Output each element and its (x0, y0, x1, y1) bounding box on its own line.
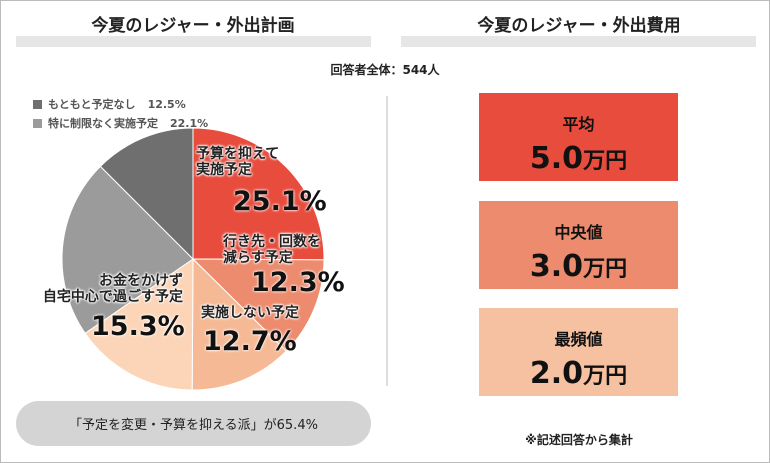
pie-slice (191, 258, 325, 352)
chart-title: 今夏のレジャー・外出計画 (91, 16, 295, 36)
cost-unit: 万円 (583, 149, 628, 174)
legend-value: 12.5% (147, 97, 186, 111)
cost-unit: 万円 (583, 364, 628, 389)
pie-slice (84, 258, 194, 391)
cost-box: 中央値 3.0万円 (479, 200, 678, 289)
cost-value: 2.0万円 (479, 356, 678, 391)
legend-swatch (33, 118, 42, 128)
subtitle: 回答者全体：544人 (330, 63, 440, 77)
cost-value: 3.0万円 (479, 249, 678, 284)
divider (386, 96, 388, 386)
pie-slice (99, 127, 194, 261)
pie-slice (192, 127, 325, 261)
pie-slice (191, 257, 287, 391)
legend-item: もともと予定なし 12.5% (33, 96, 186, 112)
slice-label: 予算を抑えて 実施予定 (196, 146, 280, 178)
slice-value: 12.3% (251, 267, 345, 298)
cost-label: 最頻値 (554, 330, 603, 349)
slice-value: 25.1% (233, 186, 327, 217)
cost-number: 5.0 (529, 141, 584, 176)
cost-number: 3.0 (529, 248, 584, 284)
cost-box: 平均 5.0万円 (479, 93, 678, 181)
cost-title: 今夏のレジャー・外出費用 (477, 16, 681, 36)
title-bar (16, 36, 371, 47)
legend-label: 特に制限なく実施予定 (48, 117, 158, 130)
legend-swatch (33, 99, 42, 109)
pie-slice (61, 165, 194, 335)
slice-value: 15.3% (91, 311, 185, 342)
slice-label: 実施しない予定 (201, 305, 299, 321)
cost-number: 2.0 (529, 356, 584, 391)
cost-label: 中央値 (554, 222, 603, 242)
cost-label: 平均 (562, 115, 595, 134)
cost-box: 最頻値 2.0万円 (479, 308, 678, 396)
slice-value: 12.7% (203, 326, 297, 357)
legend-label: もともと予定なし (48, 98, 136, 111)
cost-value: 5.0万円 (479, 141, 678, 176)
legend-value: 22.1% (170, 116, 209, 130)
pie-chart (61, 127, 325, 391)
slice-label: お金をかけず 自宅中心で過ごす予定 (42, 273, 183, 305)
cost-unit: 万円 (583, 256, 628, 282)
title-bar (401, 36, 756, 47)
legend-item: 特に制限なく実施予定 22.1% (33, 115, 208, 131)
summary: 「予定を変更・予算を抑える派」が65.4% (16, 401, 371, 446)
slice-label: 行き先・回数を 減らす予定 (223, 234, 321, 266)
note: ※記述回答から集計 (525, 433, 633, 447)
